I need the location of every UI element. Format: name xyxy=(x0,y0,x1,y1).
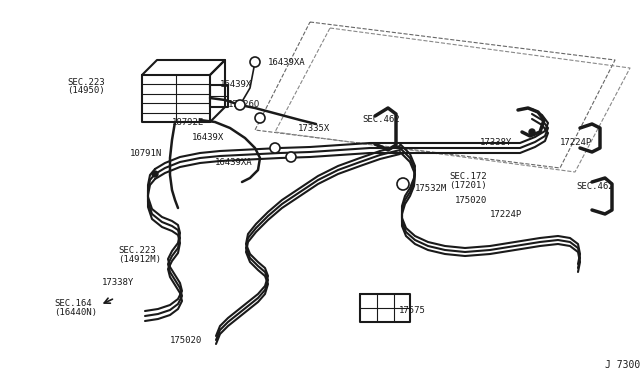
Text: 16439X: 16439X xyxy=(192,133,224,142)
Text: 175020: 175020 xyxy=(170,336,202,345)
Text: 17224P: 17224P xyxy=(490,210,522,219)
Text: (14912M): (14912M) xyxy=(118,255,161,264)
Text: 17338Y: 17338Y xyxy=(480,138,512,147)
Text: 17532M: 17532M xyxy=(415,184,447,193)
Text: J 7300: J 7300 xyxy=(605,360,640,370)
Circle shape xyxy=(255,113,265,123)
Text: 17575: 17575 xyxy=(399,306,426,315)
Text: 17338Y: 17338Y xyxy=(102,278,134,287)
Text: (14950): (14950) xyxy=(67,86,105,95)
Circle shape xyxy=(397,178,409,190)
Text: SEC.223: SEC.223 xyxy=(67,78,105,87)
Text: 175020: 175020 xyxy=(455,196,487,205)
Circle shape xyxy=(152,171,158,177)
Text: 16439XA: 16439XA xyxy=(268,58,306,67)
Circle shape xyxy=(235,100,245,110)
Text: 10791N: 10791N xyxy=(130,149,163,158)
Text: 16439XA: 16439XA xyxy=(215,158,253,167)
Text: SEC.164: SEC.164 xyxy=(54,299,92,308)
Text: SEC.462: SEC.462 xyxy=(576,182,614,191)
Text: SEC.462: SEC.462 xyxy=(362,115,399,124)
Circle shape xyxy=(270,143,280,153)
Text: SEC.223: SEC.223 xyxy=(118,246,156,255)
Text: (17201): (17201) xyxy=(449,181,486,190)
Text: SEC.172: SEC.172 xyxy=(449,172,486,181)
Circle shape xyxy=(286,152,296,162)
Circle shape xyxy=(529,129,535,135)
Text: 17224P: 17224P xyxy=(560,138,592,147)
Text: 17226O: 17226O xyxy=(228,100,260,109)
Circle shape xyxy=(250,57,260,67)
Text: 16439X: 16439X xyxy=(220,80,252,89)
Text: 17335X: 17335X xyxy=(298,124,330,133)
Text: (16440N): (16440N) xyxy=(54,308,97,317)
Text: 18792E: 18792E xyxy=(172,118,204,127)
